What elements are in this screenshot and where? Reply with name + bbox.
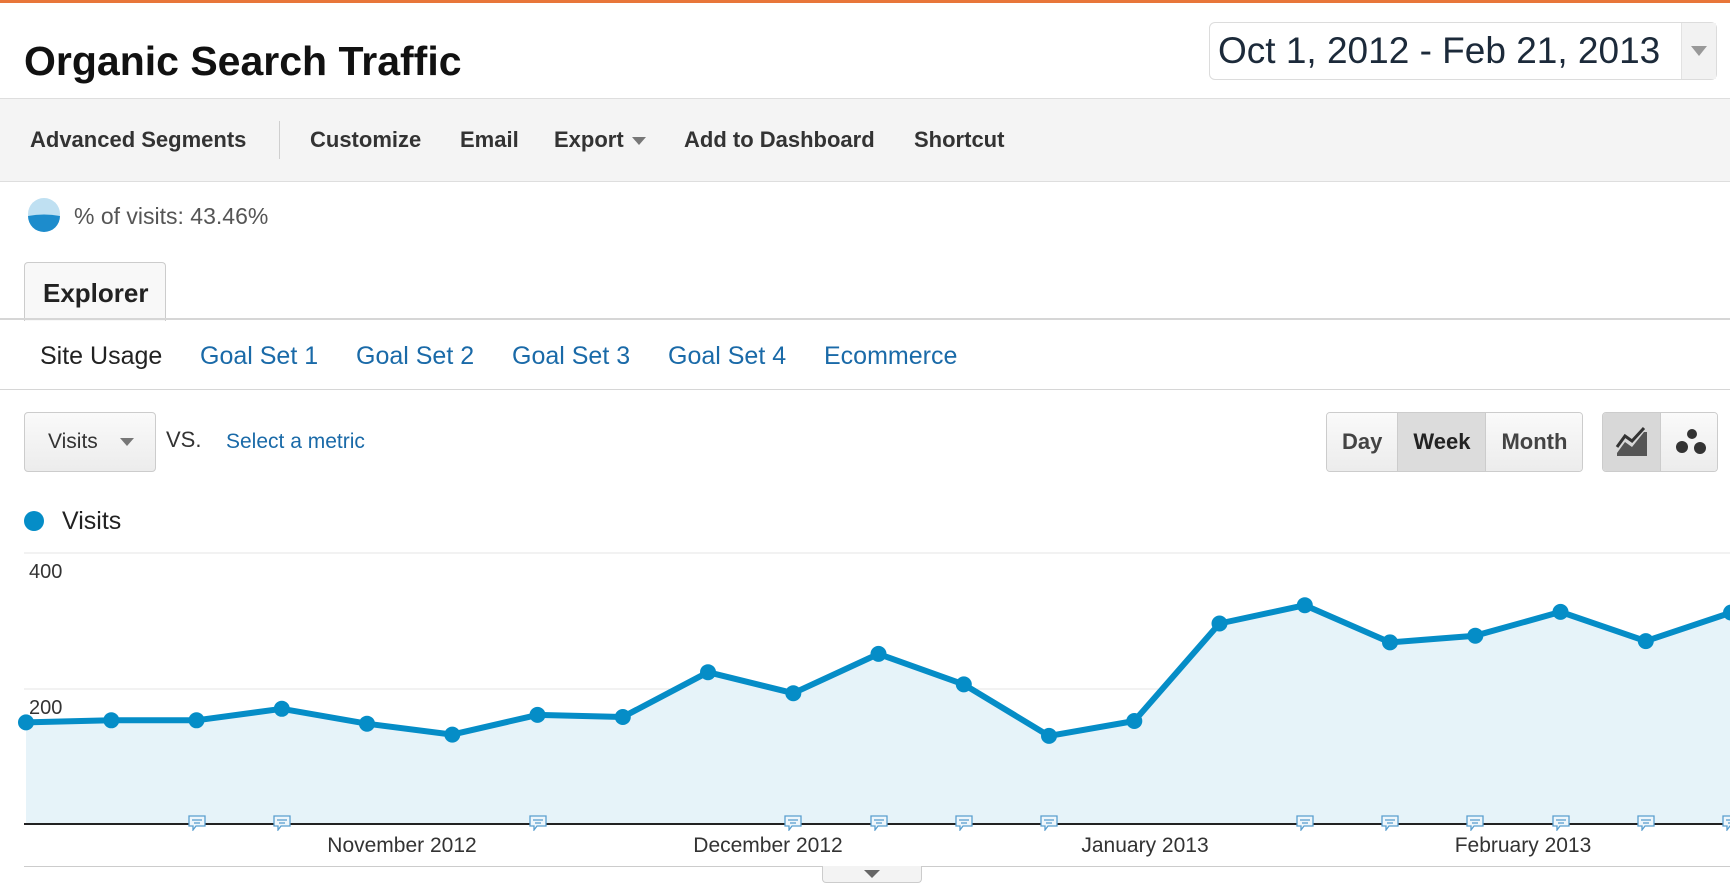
date-range-dropdown-button[interactable] <box>1681 23 1716 79</box>
chart-type-toggle <box>1602 412 1718 472</box>
subtab-divider <box>0 389 1730 390</box>
data-point-week-17[interactable] <box>1382 634 1398 651</box>
export-label: Export <box>554 127 624 152</box>
data-point-week-15[interactable] <box>1211 615 1228 632</box>
chevron-down-icon <box>1691 46 1707 56</box>
segment-pie-icon <box>28 198 60 232</box>
data-point-week-4[interactable] <box>273 700 290 717</box>
data-point-week-8[interactable] <box>614 709 631 725</box>
visits-area-fill <box>26 605 1730 824</box>
shortcut-button[interactable]: Shortcut <box>914 127 1005 152</box>
subtab-goal-set-3[interactable]: Goal Set 3 <box>512 342 631 370</box>
legend-visits-swatch <box>24 511 44 531</box>
tab-divider <box>0 318 1730 320</box>
y-tick-200: 200 <box>29 697 62 719</box>
tab-explorer-label: Explorer <box>43 278 149 308</box>
toolbar-divider <box>279 121 280 159</box>
data-point-week-20[interactable] <box>1637 633 1654 650</box>
day-button[interactable]: Day <box>1327 413 1399 471</box>
metric-select[interactable]: Visits <box>24 412 156 472</box>
annotation-icon[interactable] <box>1381 815 1399 832</box>
annotation-icon[interactable] <box>528 815 547 832</box>
data-point-week-11[interactable] <box>870 645 887 662</box>
annotation-icon[interactable] <box>1551 815 1570 832</box>
chevron-down-icon <box>631 137 646 146</box>
data-point-week-2[interactable] <box>103 712 120 729</box>
data-point-week-3[interactable] <box>188 712 205 729</box>
export-button[interactable]: Export <box>554 127 646 153</box>
subtab-site-usage[interactable]: Site Usage <box>40 342 163 370</box>
annotation-icon[interactable] <box>955 815 973 832</box>
x-tick-december-2012: December 2012 <box>693 834 842 857</box>
data-point-week-21[interactable] <box>1723 604 1730 621</box>
subtab-ecommerce[interactable]: Ecommerce <box>824 342 958 370</box>
annotation-icon[interactable] <box>869 815 888 832</box>
annotation-icon[interactable] <box>273 815 291 832</box>
data-point-week-6[interactable] <box>444 726 461 743</box>
y-tick-400: 400 <box>29 561 62 583</box>
annotation-icon[interactable] <box>784 815 802 832</box>
annotation-icon[interactable] <box>1722 815 1730 832</box>
subtab-goal-set-4[interactable]: Goal Set 4 <box>668 342 787 370</box>
vs-label: VS. <box>166 427 202 452</box>
data-point-week-9[interactable] <box>700 664 716 681</box>
advanced-segments-button[interactable]: Advanced Segments <box>30 127 247 152</box>
granularity-toggle: Day Week Month <box>1326 412 1584 472</box>
metric-select-label: Visits <box>48 430 98 453</box>
data-point-week-7[interactable] <box>529 706 546 723</box>
chevron-down-icon <box>864 870 880 878</box>
segment-visits-percent: % of visits: 43.46% <box>74 203 269 229</box>
motion-chart-button[interactable] <box>1660 413 1717 471</box>
top-accent-bar <box>0 0 1730 3</box>
motion-chart-icon <box>1675 429 1706 454</box>
line-chart-button[interactable] <box>1603 413 1661 471</box>
date-range-picker[interactable]: Oct 1, 2012 - Feb 21, 2013 <box>1209 22 1717 80</box>
data-point-week-19[interactable] <box>1552 603 1569 620</box>
legend-visits-label: Visits <box>62 507 122 535</box>
subtab-goal-set-2[interactable]: Goal Set 2 <box>356 342 475 370</box>
data-point-week-5[interactable] <box>359 715 375 732</box>
select-metric-link[interactable]: Select a metric <box>226 430 365 453</box>
report-toolbar: Advanced Segments Customize Email Export… <box>0 98 1730 182</box>
week-button[interactable]: Week <box>1398 413 1487 471</box>
data-point-week-13[interactable] <box>1041 727 1057 744</box>
annotation-icon[interactable] <box>1296 815 1314 832</box>
month-button[interactable]: Month <box>1486 413 1583 471</box>
data-point-week-1[interactable] <box>18 714 34 731</box>
line-chart-icon <box>1615 426 1647 456</box>
data-point-week-16[interactable] <box>1296 597 1313 614</box>
x-tick-january-2013: January 2013 <box>1081 834 1208 857</box>
annotation-icon[interactable] <box>1466 815 1484 832</box>
date-range-text: Oct 1, 2012 - Feb 21, 2013 <box>1218 30 1661 71</box>
chevron-down-icon <box>120 438 134 446</box>
annotation-icon[interactable] <box>187 815 206 832</box>
data-point-week-10[interactable] <box>785 685 802 702</box>
customize-button[interactable]: Customize <box>310 127 422 152</box>
subtab-goal-set-1[interactable]: Goal Set 1 <box>200 342 319 370</box>
tab-explorer[interactable]: Explorer <box>24 262 166 321</box>
chart-resize-handle[interactable] <box>822 866 922 883</box>
add-to-dashboard-button[interactable]: Add to Dashboard <box>684 127 875 152</box>
data-point-week-18[interactable] <box>1467 627 1484 644</box>
x-tick-february-2013: February 2013 <box>1455 834 1592 857</box>
x-tick-november-2012: November 2012 <box>327 834 476 857</box>
page-title: Organic Search Traffic <box>24 38 462 84</box>
data-point-week-14[interactable] <box>1126 713 1143 729</box>
annotation-icon[interactable] <box>1040 815 1058 832</box>
annotation-icon[interactable] <box>1637 815 1655 832</box>
data-point-week-12[interactable] <box>955 676 972 693</box>
email-button[interactable]: Email <box>460 127 519 152</box>
